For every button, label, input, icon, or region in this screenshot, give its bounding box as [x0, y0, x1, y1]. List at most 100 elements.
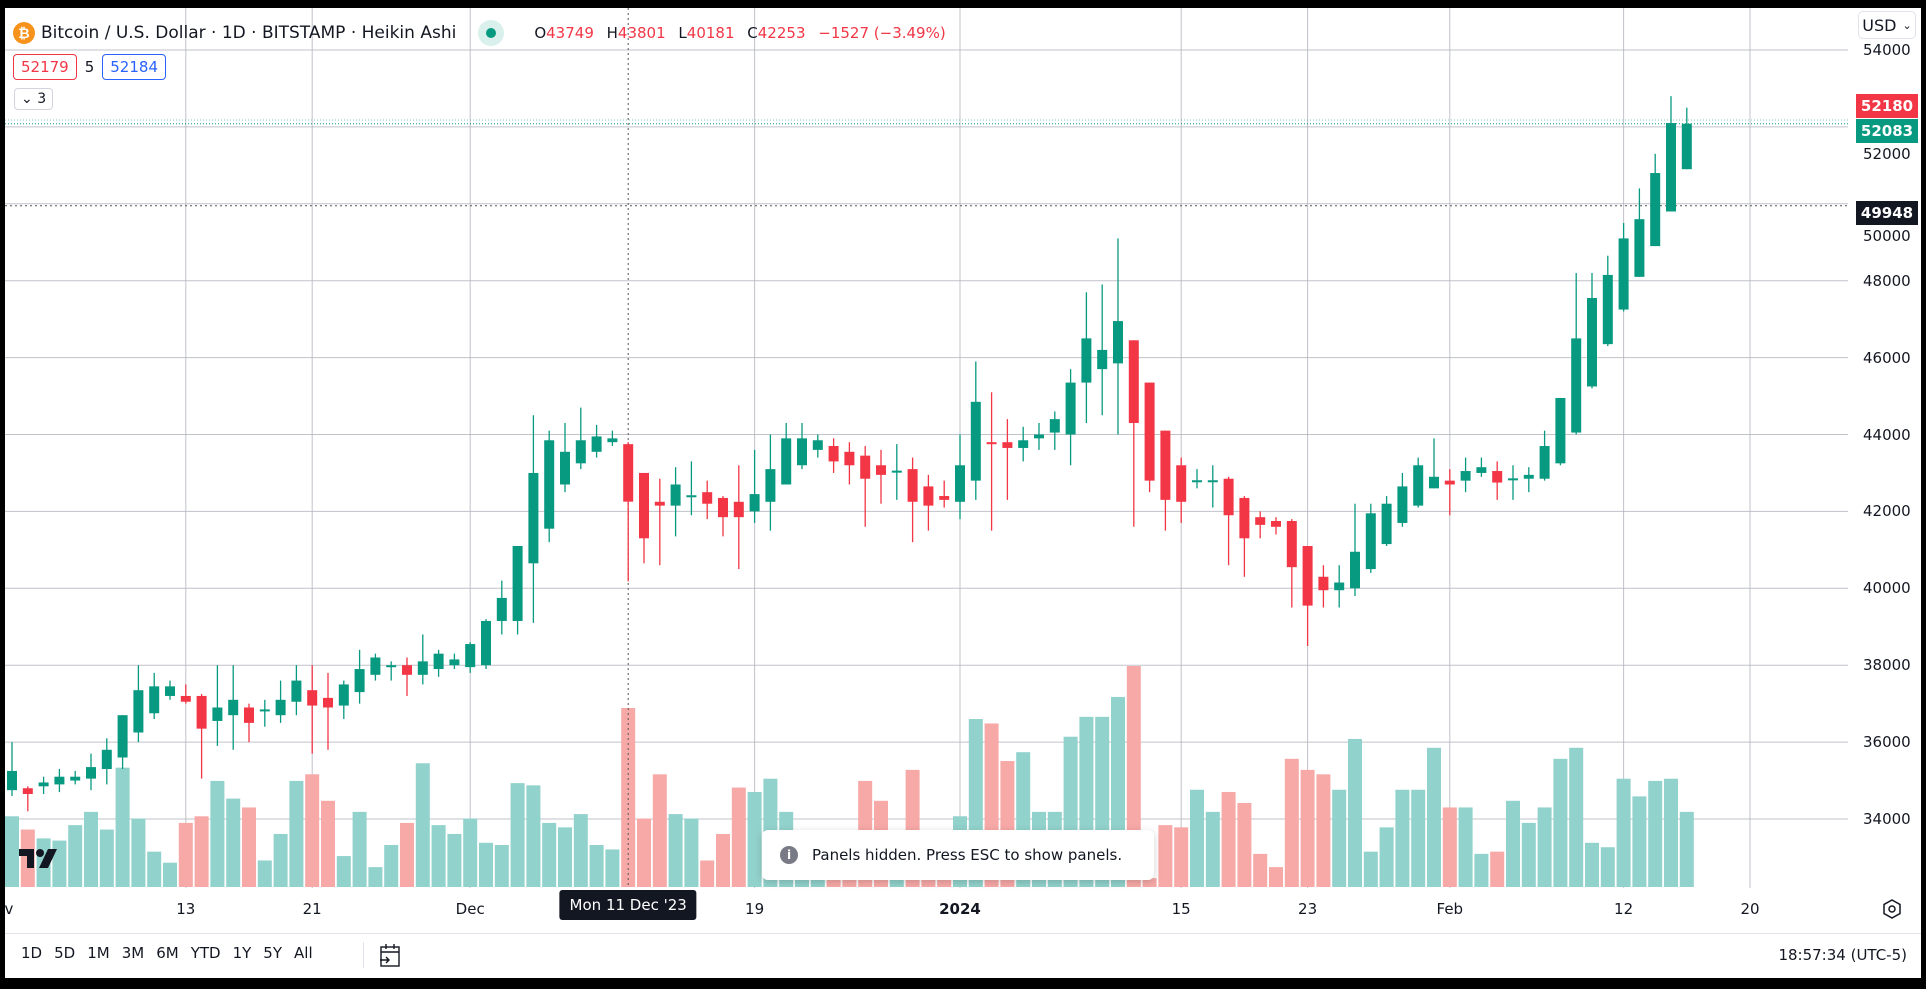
volume-bar — [589, 845, 604, 887]
candle-down — [1444, 480, 1455, 485]
candle-down — [860, 455, 871, 479]
currency-select[interactable]: USD ⌄ — [1858, 11, 1916, 39]
candle-up — [955, 465, 965, 502]
candle-down — [1144, 382, 1155, 481]
volume-bar — [431, 825, 446, 887]
range-button-5d[interactable]: 5D — [54, 944, 76, 962]
range-button-1d[interactable]: 1D — [21, 944, 43, 962]
candle-up — [1350, 551, 1360, 589]
candle-up — [1476, 467, 1487, 473]
range-button-1m[interactable]: 1M — [87, 944, 110, 962]
ohlc-values: O43749 H43801 L40181 C42253 −1527 (−3.49… — [534, 24, 946, 42]
volume-bar — [226, 798, 241, 887]
sell-button[interactable]: 52179 — [13, 54, 77, 80]
volume-bar — [384, 845, 399, 887]
candle-up — [165, 686, 175, 696]
candle-down — [939, 496, 950, 500]
buy-button[interactable]: 52184 — [102, 54, 166, 80]
volume-bar — [115, 767, 130, 887]
candle-up — [70, 776, 81, 781]
volume-bar — [1395, 789, 1410, 887]
volume-bar — [1205, 811, 1220, 887]
candle-down — [22, 788, 33, 795]
symbol-title[interactable]: Bitcoin / U.S. Dollar · 1D · BITSTAMP · … — [41, 23, 457, 43]
low-value: 40181 — [686, 24, 735, 42]
volume-bar — [1363, 851, 1378, 887]
candle-up — [449, 659, 460, 666]
market-status-icon[interactable] — [478, 20, 505, 46]
candle-down — [1318, 576, 1329, 591]
candle-up — [1539, 446, 1550, 479]
volume-bar — [336, 856, 351, 887]
range-button-all[interactable]: All — [294, 944, 313, 962]
candle-down — [1239, 497, 1250, 539]
candle-down — [180, 695, 191, 702]
volume-bar — [747, 791, 762, 887]
bitcoin-icon: ₿ — [13, 22, 35, 44]
volume-bar — [1379, 827, 1394, 887]
volume-bar — [1158, 825, 1173, 887]
candle-down — [702, 492, 713, 504]
volume-bar — [273, 833, 288, 887]
volume-bar — [99, 829, 114, 887]
candle-up — [1207, 480, 1218, 483]
candle-up — [544, 440, 555, 529]
tradingview-logo[interactable] — [17, 846, 59, 874]
volume-bar — [84, 811, 98, 887]
chart-settings-icon[interactable] — [1881, 898, 1903, 924]
volume-bar — [321, 800, 335, 887]
volume-bar — [305, 774, 320, 887]
candle-up — [291, 680, 302, 702]
indicators-toggle-button[interactable]: ⌄ 3 — [14, 88, 54, 110]
volume-bar — [463, 818, 478, 887]
candle-down — [623, 444, 634, 502]
volume-bar — [1679, 811, 1694, 887]
price-tick-label: 50000 — [1863, 227, 1911, 245]
crosshair-date-label: Mon 11 Dec '23 — [559, 890, 697, 920]
range-button-ytd[interactable]: YTD — [190, 944, 221, 962]
candle-up — [1681, 123, 1692, 170]
price-tick-label: 44000 — [1863, 425, 1911, 444]
range-button-5y[interactable]: 5Y — [263, 944, 283, 962]
volume-bar — [352, 811, 367, 887]
candle-down — [923, 486, 934, 506]
range-button-3m[interactable]: 3M — [121, 944, 145, 962]
candle-down — [1223, 478, 1234, 516]
candle-up — [1571, 338, 1582, 433]
volume-bar — [1142, 878, 1157, 887]
volume-bar — [510, 783, 525, 887]
go-to-date-calendar-icon[interactable] — [377, 942, 403, 974]
candle-up — [1555, 397, 1566, 464]
candle-down — [1492, 471, 1503, 483]
candle-up — [417, 661, 428, 675]
candle-up — [1018, 440, 1029, 448]
symbol-legend: ₿ Bitcoin / U.S. Dollar · 1D · BITSTAMP … — [13, 20, 946, 46]
price-tick-label: 34000 — [1863, 810, 1911, 828]
price-tick-label: 52000 — [1863, 145, 1911, 163]
candle-up — [481, 620, 491, 666]
time-tick-label: 19 — [745, 900, 765, 918]
clock-timezone[interactable]: 18:57:34 (UTC-5) — [1778, 946, 1907, 964]
candle-down — [654, 501, 665, 506]
candle-up — [970, 401, 981, 481]
range-button-6m[interactable]: 6M — [156, 944, 179, 962]
volume-bar — [68, 825, 83, 887]
candle-up — [465, 644, 476, 668]
candle-up — [1429, 476, 1439, 489]
candle-up — [338, 684, 349, 706]
range-button-1y[interactable]: 1Y — [232, 944, 252, 962]
volume-bar — [368, 867, 383, 887]
volume-bar — [526, 785, 541, 887]
volume-bar — [668, 814, 683, 887]
info-icon: i — [780, 846, 798, 864]
price-tick-label: 42000 — [1863, 502, 1911, 521]
volume-bar — [1411, 789, 1426, 887]
candle-down — [244, 707, 254, 723]
candle-down — [307, 690, 318, 706]
candle-up — [1034, 434, 1044, 439]
chart-canvas[interactable] — [5, 8, 1848, 888]
volume-bar — [257, 860, 272, 887]
volume-bar — [494, 845, 509, 887]
candle-up — [354, 669, 365, 693]
time-tick-label: 12 — [1614, 900, 1634, 918]
